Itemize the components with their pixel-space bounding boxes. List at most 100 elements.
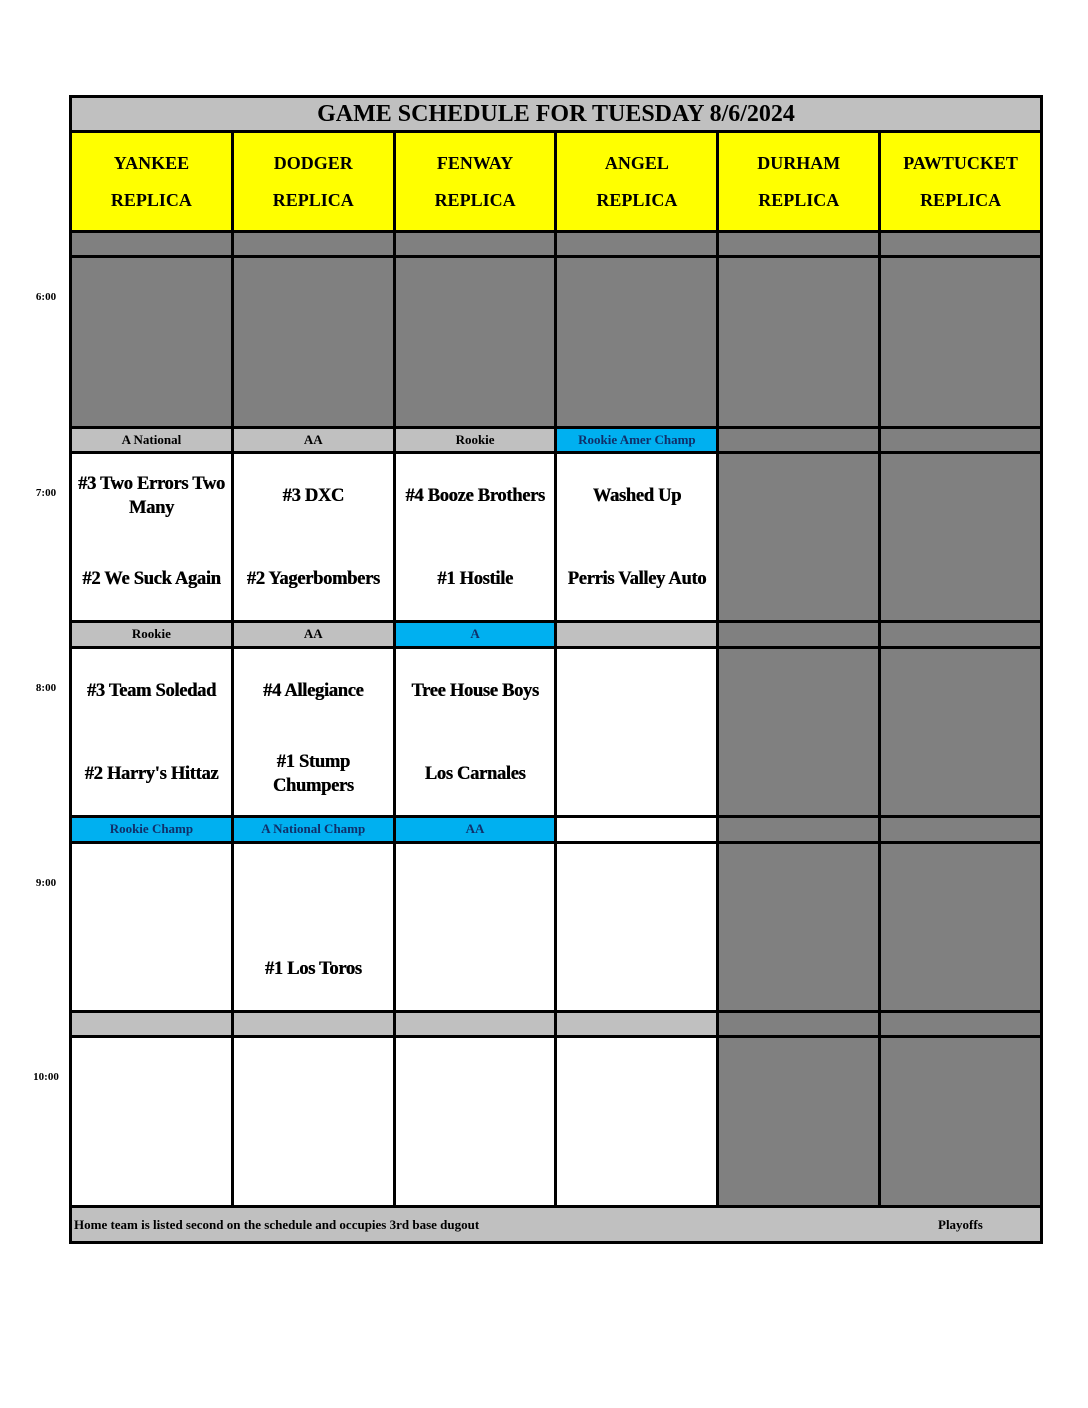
- away-team: #3 Team Soledad: [86, 680, 216, 701]
- division-label: Rookie: [395, 429, 555, 451]
- division-label: [557, 623, 717, 646]
- home-team: Perris Valley Auto: [567, 568, 707, 589]
- home-team: [72, 1122, 231, 1206]
- field-header: DODGER REPLICA: [233, 133, 393, 230]
- game-cell: [881, 1038, 1040, 1205]
- game-cell: [719, 454, 879, 620]
- away-team: [881, 649, 1040, 732]
- home-team: Los Carnales: [424, 763, 526, 784]
- away-team: Tree House Boys: [411, 680, 539, 701]
- home-team: #1 Stump Chumpers: [272, 751, 354, 796]
- game-cell: #1 Los Toros: [233, 844, 393, 1010]
- field-header: YANKEE REPLICA: [72, 133, 231, 230]
- home-team: #1 Los Toros: [264, 958, 362, 979]
- field-name: FENWAY: [436, 152, 514, 173]
- away-team: [881, 258, 1040, 342]
- division-label: AA: [395, 818, 555, 841]
- division-label: Rookie Amer Champ: [557, 429, 717, 451]
- game-cell: [557, 1038, 717, 1206]
- division-label: A National Champ: [233, 818, 393, 841]
- away-team: [557, 1038, 716, 1122]
- home-team: [72, 927, 231, 1010]
- division-label: [881, 429, 1040, 451]
- home-team: [719, 342, 878, 426]
- schedule-title: GAME SCHEDULE FOR TUESDAY 8/6/2024: [72, 98, 1040, 130]
- away-team: #3 DXC: [282, 485, 345, 506]
- division-label: [557, 1013, 717, 1035]
- division-label: [881, 623, 1040, 646]
- home-team: [881, 1122, 1040, 1206]
- game-cell: [557, 649, 717, 815]
- game-cell: [881, 258, 1040, 426]
- home-team: #2 Harry's Hittaz: [84, 763, 219, 784]
- home-team: [881, 342, 1040, 426]
- away-team: [719, 844, 878, 927]
- home-team: [396, 342, 555, 426]
- field-header: ANGEL REPLICA: [557, 133, 717, 230]
- away-team: [234, 844, 393, 927]
- time-label: 7:00: [35, 487, 57, 499]
- home-team: [557, 732, 716, 815]
- game-cell: [233, 1038, 393, 1206]
- home-team: [557, 342, 716, 426]
- game-cell: #4 Booze Brothers #1 Hostile: [395, 454, 555, 620]
- game-cell: [557, 258, 717, 426]
- home-team: [557, 1122, 716, 1206]
- division-label: [557, 233, 717, 255]
- game-cell: Tree House Boys Los Carnales: [395, 649, 555, 815]
- home-team: [557, 927, 716, 1010]
- game-cell: [719, 844, 879, 1010]
- game-cell: [881, 649, 1040, 815]
- home-team: [234, 1122, 393, 1206]
- field-subtitle: REPLICA: [110, 189, 192, 210]
- home-team: [719, 927, 878, 1010]
- away-team: [72, 258, 231, 342]
- field-header: FENWAY REPLICA: [395, 133, 555, 230]
- game-cell: [881, 454, 1040, 620]
- game-cell: [72, 258, 231, 426]
- game-cell: [719, 1038, 879, 1206]
- game-cell: [233, 258, 393, 426]
- away-team: [396, 258, 555, 342]
- game-cell: [719, 258, 879, 426]
- field-name: ANGEL: [604, 152, 669, 173]
- schedule-table: GAME SCHEDULE FOR TUESDAY 8/6/2024 YANKE…: [69, 95, 1043, 1244]
- division-label: [719, 233, 879, 255]
- division-label: [719, 623, 879, 646]
- game-cell: [72, 1038, 231, 1205]
- away-team: Washed Up: [592, 485, 682, 506]
- away-team: #4 Booze Brothers: [405, 485, 545, 506]
- away-team: [557, 258, 716, 342]
- home-team: [396, 927, 555, 1010]
- division-label: A National: [72, 429, 231, 451]
- division-label: [719, 429, 879, 451]
- home-team: [719, 732, 878, 815]
- division-label: Rookie Champ: [72, 818, 231, 841]
- footer-note: Home team is listed second on the schedu…: [74, 1216, 480, 1232]
- field-name: DODGER: [273, 152, 353, 173]
- home-team: [881, 537, 1040, 620]
- division-label: [233, 233, 393, 255]
- division-label: [881, 818, 1040, 841]
- field-name: YANKEE: [113, 152, 190, 173]
- away-team: [719, 454, 878, 537]
- game-cell: #4 Allegiance #1 Stump Chumpers: [233, 649, 393, 815]
- game-cell: [395, 844, 555, 1010]
- home-team: [719, 537, 878, 620]
- home-team: [719, 1122, 878, 1206]
- game-cell: [881, 844, 1040, 1010]
- division-label: [881, 1013, 1040, 1035]
- field-name: PAWTUCKET: [903, 152, 1018, 173]
- away-team: [881, 844, 1040, 927]
- away-team: [396, 1038, 555, 1122]
- away-team: [72, 1038, 231, 1122]
- division-label: [719, 818, 879, 841]
- home-team: #2 Yagerbombers: [246, 568, 380, 589]
- away-team: [719, 1038, 878, 1122]
- away-team: [557, 844, 716, 927]
- time-label: 8:00: [35, 682, 57, 694]
- home-team: [234, 342, 393, 426]
- away-team: [881, 1038, 1040, 1122]
- field-subtitle: REPLICA: [272, 189, 354, 210]
- away-team: [72, 844, 231, 927]
